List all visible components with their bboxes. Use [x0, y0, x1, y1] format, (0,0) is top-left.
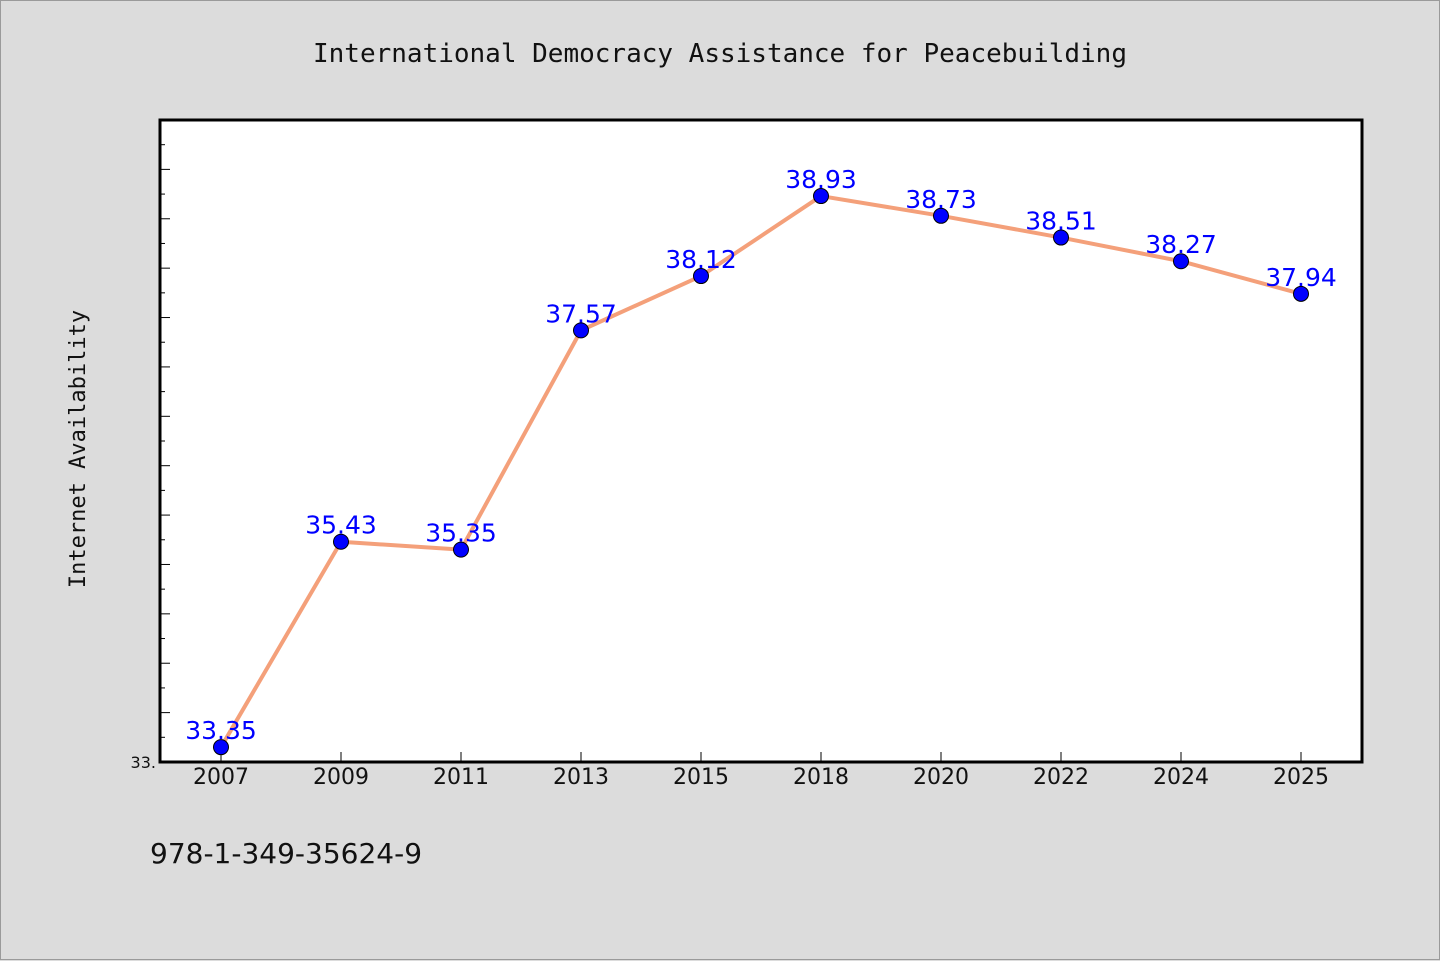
- x-tick-label: 2015: [673, 765, 729, 790]
- data-label: 38.73: [905, 185, 977, 214]
- data-point: [813, 188, 829, 205]
- chart-title: International Democracy Assistance for P…: [313, 39, 1127, 69]
- data-markers: [213, 188, 1309, 756]
- x-tick-label: 2011: [433, 765, 489, 790]
- data-label: 38.51: [1025, 207, 1097, 236]
- x-tick-label: 2020: [913, 765, 969, 790]
- x-tick-label: 2025: [1273, 765, 1329, 790]
- data-label: 38.12: [665, 245, 737, 274]
- data-label: 35.43: [305, 511, 377, 540]
- series-line: [219, 194, 1302, 749]
- x-tick-label: 2009: [313, 765, 369, 790]
- data-point: [213, 739, 229, 756]
- data-labels: 33.35 35.43 35.35 37.57 38.12 38.93 38.73 38.51…: [185, 165, 1337, 745]
- x-tick-label: 2024: [1153, 765, 1209, 790]
- data-label: 37.94: [1265, 263, 1337, 292]
- x-tick-label: 2022: [1033, 765, 1089, 790]
- data-label: 37.57: [545, 299, 617, 328]
- data-label: 38.27: [1145, 230, 1217, 259]
- series-line-group: [219, 194, 1302, 749]
- data-point: [1173, 253, 1189, 270]
- data-label: 33.35: [185, 716, 257, 745]
- data-label: 38.93: [785, 165, 857, 194]
- data-label: 35.35: [425, 519, 497, 548]
- data-point: [453, 541, 469, 558]
- y-tick-label: 33.: [131, 753, 156, 772]
- x-axis-ticks: 2007 2009 2011 2013 2015 2018 2020 2022 2024 2025: [193, 752, 1329, 790]
- x-tick-label: 2018: [793, 765, 849, 790]
- data-point: [933, 207, 949, 224]
- data-point: [1053, 229, 1069, 246]
- data-point: [573, 322, 589, 339]
- y-axis-label: Internet Availability: [66, 310, 91, 588]
- footer-code: 978-1-349-35624-9: [150, 837, 422, 870]
- x-tick-label: 2013: [553, 765, 609, 790]
- data-point: [333, 533, 349, 550]
- x-tick-label: 2007: [193, 765, 249, 790]
- data-point: [1293, 285, 1309, 302]
- data-point: [693, 268, 709, 285]
- plot-area: [158, 118, 1364, 764]
- y-axis-ticks: 33.: [131, 119, 170, 772]
